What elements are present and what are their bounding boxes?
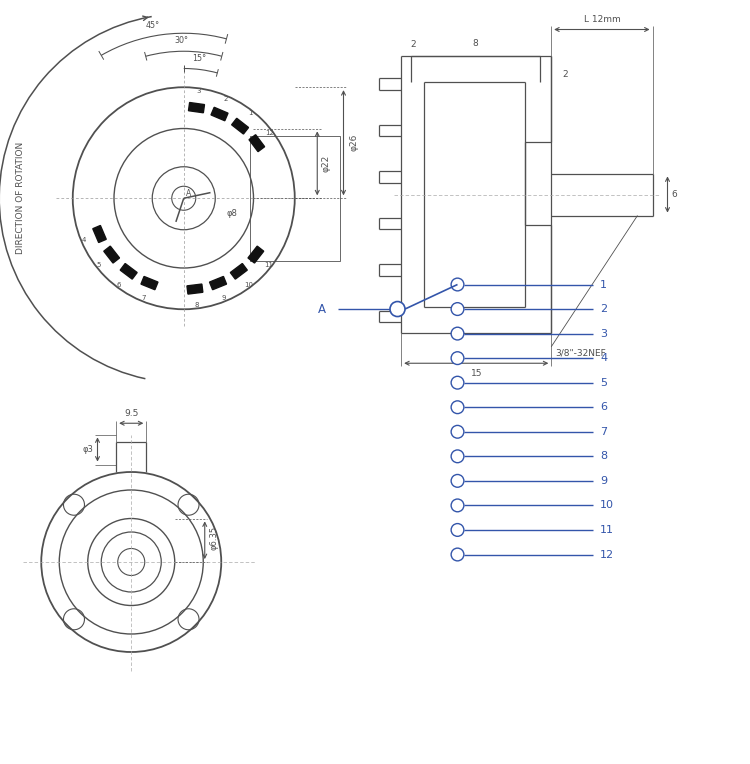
- Text: 2: 2: [224, 96, 228, 102]
- Circle shape: [452, 327, 464, 340]
- Circle shape: [452, 351, 464, 364]
- Text: 6: 6: [600, 402, 607, 413]
- Text: 7: 7: [141, 296, 146, 301]
- Polygon shape: [93, 225, 106, 242]
- Text: 10: 10: [244, 281, 254, 287]
- Text: A: A: [186, 189, 190, 198]
- Polygon shape: [230, 264, 248, 279]
- Text: 3/8"-32NEF: 3/8"-32NEF: [555, 348, 606, 358]
- Polygon shape: [187, 284, 202, 294]
- Circle shape: [452, 303, 464, 316]
- Text: 45°: 45°: [146, 21, 159, 31]
- Polygon shape: [232, 118, 248, 134]
- Polygon shape: [188, 102, 205, 113]
- Circle shape: [452, 401, 464, 413]
- Text: 6: 6: [671, 190, 677, 199]
- Circle shape: [452, 278, 464, 291]
- Text: φ22: φ22: [322, 155, 331, 172]
- Text: 12: 12: [266, 130, 274, 136]
- Text: 12: 12: [600, 549, 614, 559]
- Circle shape: [452, 474, 464, 487]
- Circle shape: [452, 499, 464, 512]
- Text: 3: 3: [600, 329, 607, 338]
- Polygon shape: [248, 246, 264, 263]
- Text: 7: 7: [600, 427, 608, 437]
- Text: 9.5: 9.5: [124, 409, 139, 418]
- Polygon shape: [141, 277, 158, 290]
- Circle shape: [452, 377, 464, 389]
- Text: 8: 8: [195, 303, 200, 309]
- Text: 30°: 30°: [174, 36, 188, 45]
- Text: 15°: 15°: [193, 54, 207, 63]
- Text: 8: 8: [472, 39, 478, 48]
- Text: L 12mm: L 12mm: [584, 15, 620, 24]
- Bar: [250, 136, 340, 261]
- Text: 15: 15: [470, 368, 482, 377]
- Circle shape: [452, 548, 464, 561]
- Text: 5: 5: [97, 262, 100, 267]
- Text: 8: 8: [600, 452, 608, 461]
- Text: 2: 2: [600, 304, 608, 314]
- Polygon shape: [209, 277, 226, 290]
- Text: 2: 2: [410, 40, 416, 49]
- Polygon shape: [211, 107, 228, 121]
- Text: φ26: φ26: [350, 134, 358, 151]
- Text: 1: 1: [600, 280, 607, 290]
- Text: 2: 2: [562, 70, 568, 79]
- Text: 10: 10: [600, 500, 614, 510]
- Text: φ6.35: φ6.35: [209, 526, 218, 550]
- Text: DIRECTION OF ROTATION: DIRECTION OF ROTATION: [16, 142, 26, 254]
- Text: 4: 4: [82, 238, 86, 244]
- Text: 9: 9: [222, 296, 226, 301]
- Text: φ3: φ3: [82, 445, 94, 454]
- Text: 6: 6: [116, 281, 121, 287]
- Text: 1: 1: [248, 110, 253, 116]
- Text: 3: 3: [196, 89, 201, 94]
- Text: φ8: φ8: [226, 209, 237, 219]
- Text: 11: 11: [264, 262, 273, 267]
- Text: 11: 11: [600, 525, 614, 535]
- Text: A: A: [318, 303, 326, 316]
- Circle shape: [452, 426, 464, 438]
- Text: 9: 9: [600, 476, 608, 486]
- Polygon shape: [249, 134, 265, 152]
- Circle shape: [452, 523, 464, 536]
- Circle shape: [452, 450, 464, 463]
- Text: 4: 4: [600, 353, 608, 363]
- Polygon shape: [104, 246, 119, 263]
- Text: 5: 5: [600, 377, 607, 387]
- Polygon shape: [120, 264, 137, 279]
- Circle shape: [390, 302, 405, 316]
